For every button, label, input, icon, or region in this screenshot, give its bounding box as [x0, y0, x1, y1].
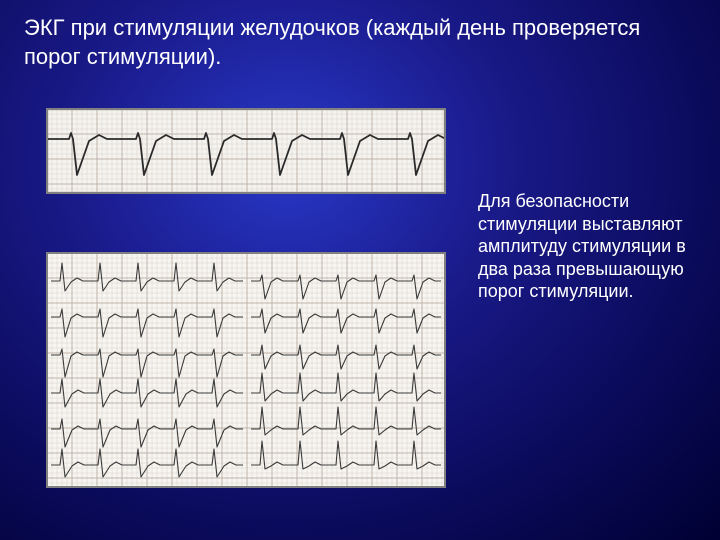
page-title: ЭКГ при стимуляции желудочков (каждый де…	[24, 14, 696, 71]
ecg-bottom-svg	[47, 253, 445, 487]
ecg-strip-top	[46, 108, 446, 194]
side-description: Для безопасности стимуляции выставляют а…	[478, 190, 698, 303]
ecg-top-svg	[47, 109, 445, 193]
ecg-strip-bottom	[46, 252, 446, 488]
